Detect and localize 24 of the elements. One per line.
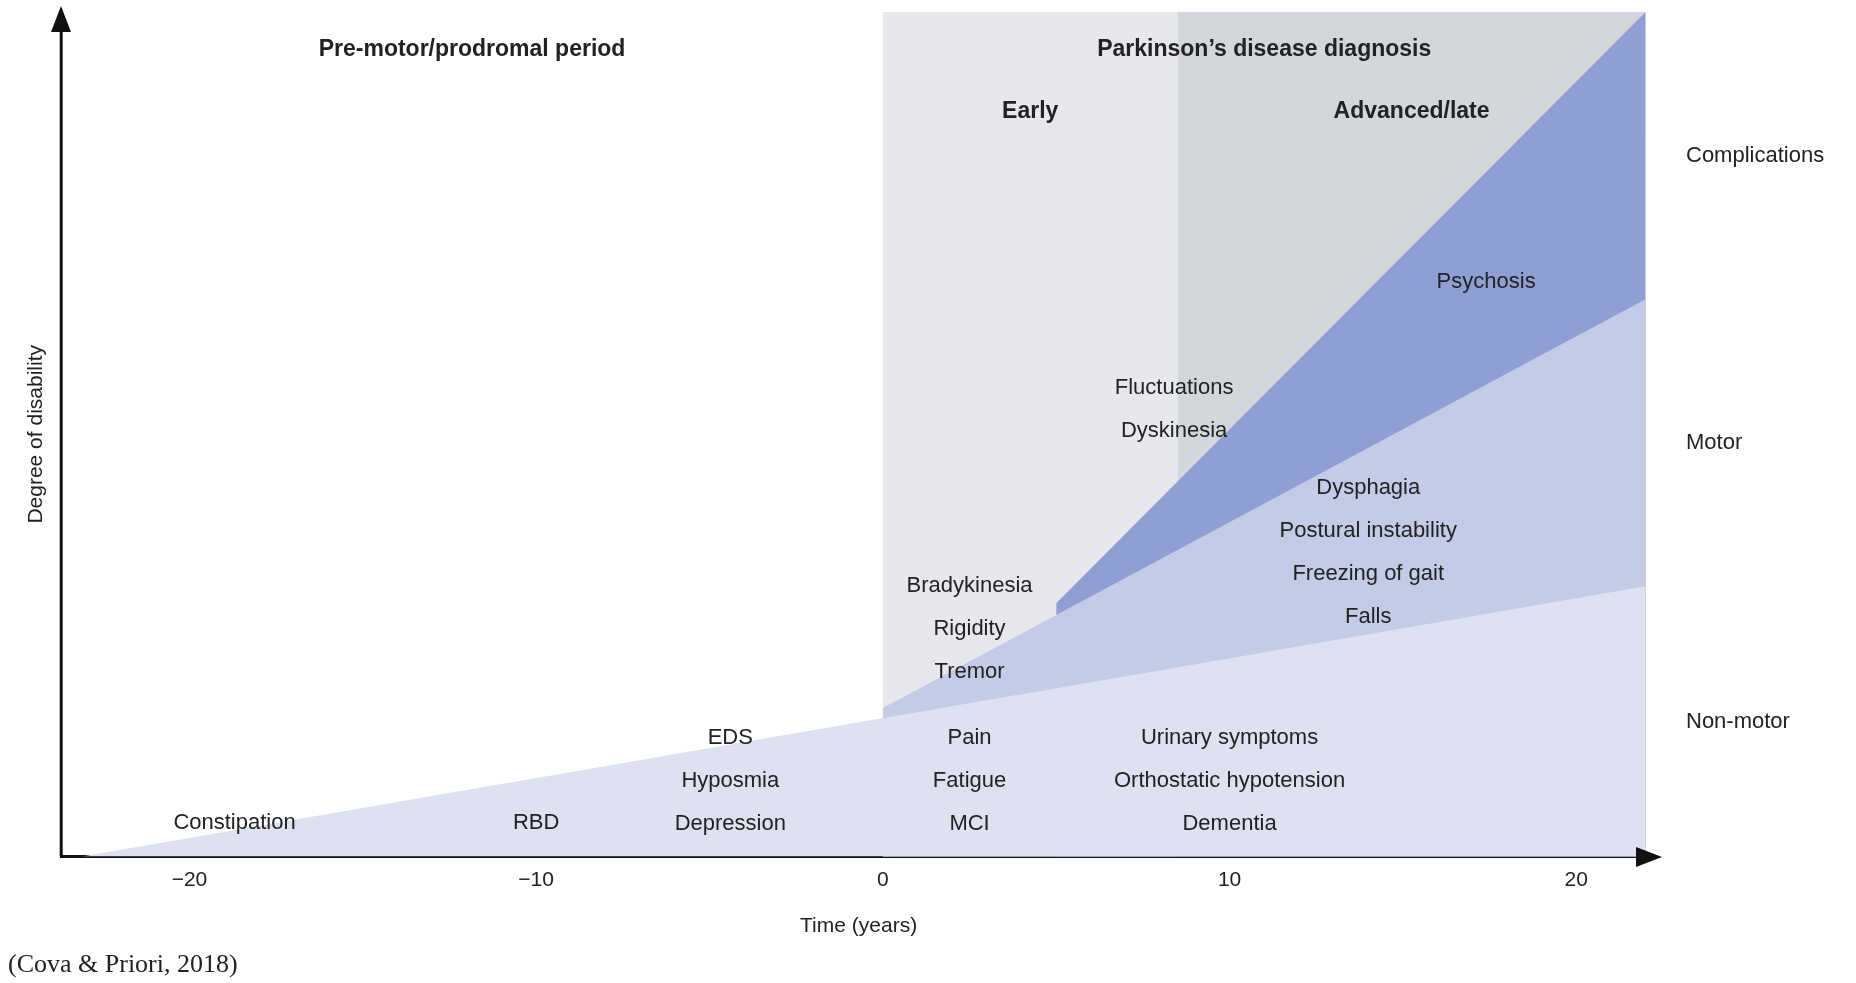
- x-tick-label: 10: [1217, 867, 1242, 890]
- annotation: Pre-motor/prodromal period: [318, 35, 626, 62]
- annotation: Psychosis: [1436, 268, 1536, 294]
- x-axis-title: Time (years): [800, 913, 918, 937]
- annotation: EDS Hyposmia Depression: [674, 723, 786, 835]
- annotation: RBD: [512, 808, 560, 834]
- x-tick-label: −20: [171, 867, 208, 890]
- annotation: Parkinson’s disease diagnosis: [1097, 35, 1432, 62]
- annotation: Dysphagia Postural instability Freezing of gait Falls: [1279, 474, 1457, 629]
- annotation: Fluctuations Dyskinesia: [1114, 373, 1234, 442]
- annotation: Pain Fatigue MCI: [932, 723, 1007, 835]
- annotation: Urinary symptoms Orthostatic hypotension Dementia: [1113, 723, 1346, 835]
- band-label: Advanced/late: [1333, 97, 1490, 124]
- band-label: Early: [1002, 97, 1059, 124]
- y-axis-title: Degree of disability: [23, 344, 47, 524]
- series-label: Motor: [1686, 428, 1743, 454]
- annotation: Bradykinesia Rigidity Tremor: [906, 571, 1034, 683]
- series-label: Non-motor: [1686, 707, 1790, 733]
- x-tick-label: 0: [877, 867, 889, 890]
- x-tick-label: 20: [1564, 867, 1588, 890]
- series-label: Complications: [1686, 141, 1825, 167]
- x-tick-label: −10: [518, 867, 554, 890]
- text: (Cova & Priori, 2018): [8, 948, 238, 978]
- annotation: Constipation: [173, 808, 296, 834]
